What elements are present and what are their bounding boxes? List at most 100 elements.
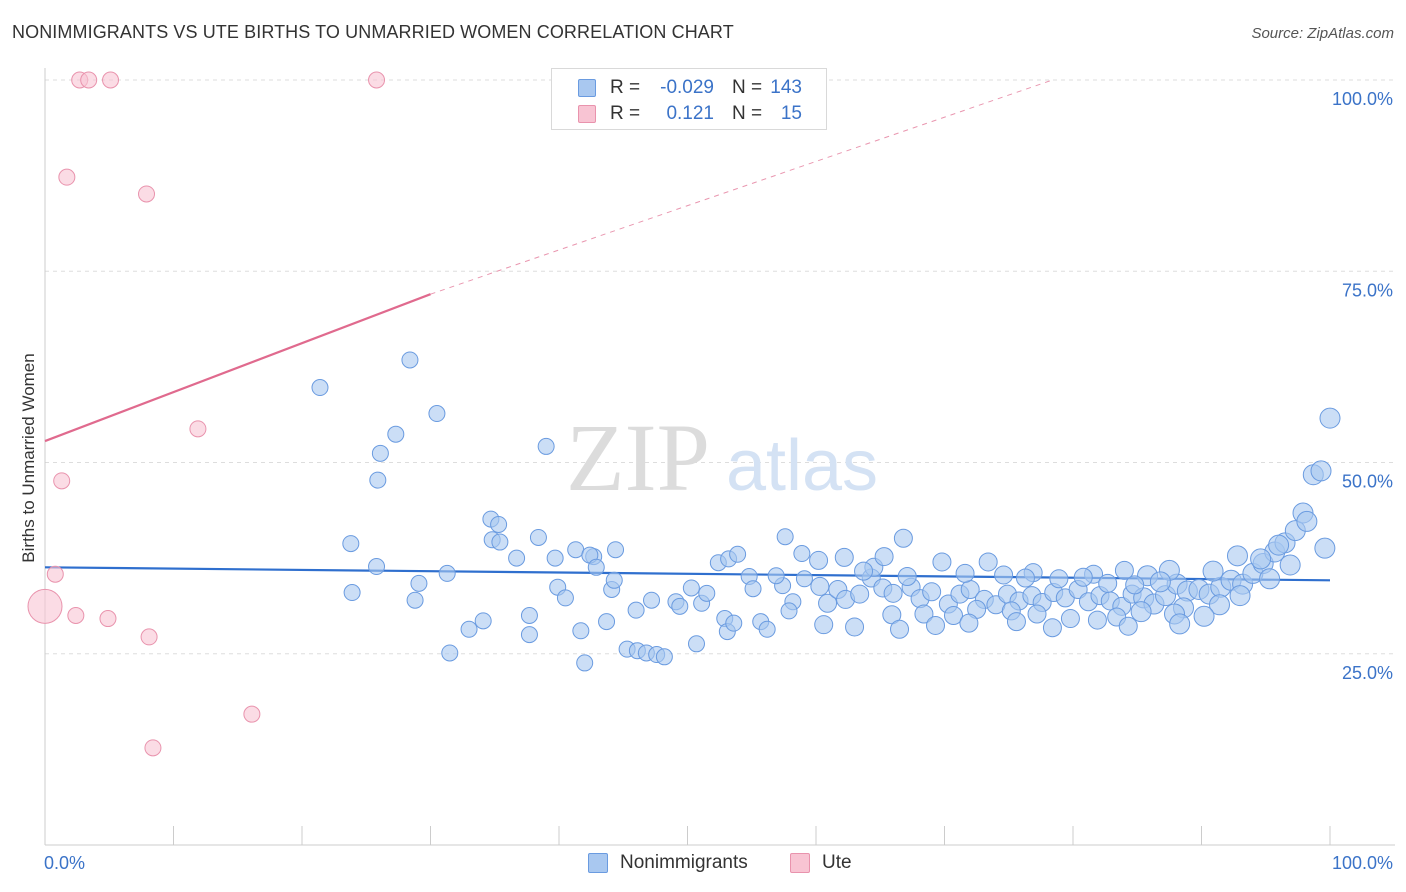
nonimmigrants-point	[546, 549, 564, 567]
nonimmigrants-point	[1098, 573, 1118, 593]
legend-n-value: 15	[780, 103, 802, 124]
nonimmigrants-point	[1314, 537, 1336, 559]
ute-point	[46, 565, 64, 583]
nonimmigrants-point	[725, 614, 743, 632]
nonimmigrants-point	[671, 597, 689, 615]
nonimmigrants-point	[311, 379, 329, 397]
y-tick-label: 75.0%	[1342, 280, 1393, 300]
legend-row-nonimmigrants: R = -0.029 N = 143	[552, 75, 826, 101]
ute-point	[53, 472, 71, 490]
ute-point	[368, 71, 386, 89]
nonimmigrants-point	[687, 635, 705, 653]
nonimmigrants-point	[1015, 568, 1035, 588]
y-axis-label: Births to Unmarried Women	[19, 353, 38, 562]
watermark-atlas: atlas	[726, 426, 878, 506]
nonimmigrants-point	[850, 584, 870, 604]
correlation-legend: R = -0.029 N = 143 R = 0.121 N = 15	[551, 68, 827, 130]
nonimmigrants-point	[368, 558, 386, 576]
nonimmigrants-point	[776, 528, 794, 546]
nonimmigrants-point	[401, 351, 419, 369]
nonimmigrants-point	[369, 471, 387, 489]
tick-labels: 25.0% 50.0% 75.0% 100.0% 0.0% 100.0%	[44, 89, 1393, 873]
nonimmigrants-point	[537, 437, 555, 455]
nonimmigrants-point	[682, 579, 700, 597]
nonimmigrants-point	[1193, 605, 1215, 627]
nonimmigrants-point	[874, 547, 894, 567]
legend-r-label: R =	[610, 103, 641, 124]
legend-row-ute: R = 0.121 N = 15	[552, 101, 826, 127]
axes	[44, 68, 1395, 846]
ute-point	[189, 420, 207, 438]
nonimmigrants-point	[795, 570, 813, 588]
y-tick-label: 100.0%	[1332, 89, 1393, 109]
nonimmigrants-point	[758, 620, 776, 638]
nonimmigrants-point	[1006, 612, 1026, 632]
nonimmigrants-point	[441, 644, 459, 662]
nonimmigrants-point	[1027, 604, 1047, 624]
ute-point	[140, 628, 158, 646]
series-label: Ute	[822, 852, 852, 873]
legend-n-value: 143	[770, 77, 802, 98]
nonimmigrants-point	[1202, 560, 1224, 582]
nonimmigrants-point	[922, 582, 942, 602]
nonimmigrants-point	[342, 535, 360, 553]
nonimmigrants-point	[955, 563, 975, 583]
nonimmigrants-point	[410, 574, 428, 592]
nonimmigrants-point	[1049, 569, 1069, 589]
nonimmigrants-point	[914, 604, 934, 624]
nonimmigrants-point	[438, 564, 456, 582]
watermark-zip: ZIP	[566, 404, 710, 511]
nonimmigrants-point	[1130, 601, 1152, 623]
nonimmigrants-point	[1319, 407, 1341, 429]
ute-point	[102, 71, 120, 89]
nonimmigrants-point	[627, 601, 645, 619]
legend-swatch-blue	[578, 79, 596, 97]
x-tick-label: 0.0%	[44, 853, 85, 873]
nonimmigrants-point	[897, 566, 917, 586]
nonimmigrants-point	[1169, 613, 1191, 635]
trend-lines	[44, 79, 1331, 582]
nonimmigrants-point	[978, 552, 998, 572]
nonimmigrants-point	[814, 615, 834, 635]
nonimmigrants-point	[643, 591, 661, 609]
nonimmigrants-point	[567, 541, 585, 559]
series-legend: Nonimmigrants Ute	[0, 852, 1406, 878]
nonimmigrants-point	[1296, 510, 1318, 532]
nonimmigrants-point	[428, 405, 446, 423]
nonimmigrants-point	[1226, 545, 1248, 567]
nonimmigrants-point	[1125, 575, 1145, 595]
nonimmigrants-point	[387, 425, 405, 443]
legend-r-value: 0.121	[666, 103, 714, 124]
legend-n-label: N =	[732, 103, 763, 124]
nonimmigrants-point	[371, 444, 389, 462]
nonimmigrants-point	[1250, 548, 1272, 570]
nonimmigrants-point	[1114, 560, 1134, 580]
nonimmigrants-point	[767, 567, 785, 585]
nonimmigrants-point	[1118, 616, 1138, 636]
legend-r-value: -0.029	[660, 77, 714, 98]
series-swatch-pink	[790, 853, 810, 873]
nonimmigrants-trend-line	[44, 566, 1331, 582]
nonimmigrants-point	[698, 584, 716, 602]
nonimmigrants-point	[893, 528, 913, 548]
nonimmigrants-point	[994, 565, 1014, 585]
nonimmigrants-point	[474, 612, 492, 630]
legend-n-label: N =	[732, 77, 763, 98]
nonimmigrants-point	[1060, 609, 1080, 629]
ute-point	[58, 168, 76, 186]
ute-point	[27, 588, 63, 624]
ute-point	[144, 739, 162, 757]
nonimmigrants-point	[932, 552, 952, 572]
nonimmigrants-point	[529, 528, 547, 546]
nonimmigrants-point	[572, 622, 590, 640]
nonimmigrants-point	[460, 620, 478, 638]
data-points	[27, 71, 1341, 757]
nonimmigrants-point	[890, 619, 910, 639]
nonimmigrants-point	[406, 591, 424, 609]
legend-swatch-pink	[578, 105, 596, 123]
x-tick-label: 100.0%	[1332, 853, 1393, 873]
nonimmigrants-point	[809, 550, 829, 570]
nonimmigrants-point	[1208, 594, 1230, 616]
nonimmigrants-point	[959, 613, 979, 633]
nonimmigrants-point	[576, 654, 594, 672]
